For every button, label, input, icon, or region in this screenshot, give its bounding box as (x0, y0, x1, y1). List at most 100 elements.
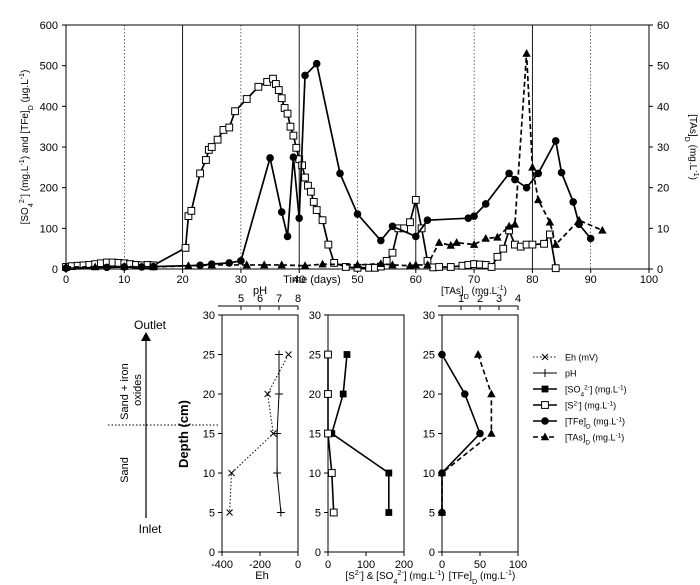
data-point (318, 216, 327, 225)
tick-label: 10 (423, 468, 435, 480)
label-fragment: ] & [SO (361, 571, 393, 582)
tick-label: 50 (351, 274, 363, 286)
series-line (441, 354, 493, 513)
tick-label: 0 (439, 559, 445, 571)
tick-label: 15 (423, 429, 435, 441)
data-point (446, 263, 455, 271)
label-fragment: 2- (355, 568, 362, 577)
zone-lower-label: Sand (119, 457, 131, 483)
data-point (534, 169, 543, 178)
x-stroke (541, 353, 549, 361)
label-fragment: (mg.L (477, 571, 506, 582)
data-point (324, 390, 332, 398)
legend-label: [SO42-] (mg.L-1) (565, 384, 627, 398)
tas-ticks: 1 2 3 4 (438, 293, 521, 310)
data-point (385, 469, 393, 477)
series-line (330, 354, 390, 513)
tick-label: 25 (203, 350, 215, 362)
x-stroke (285, 351, 292, 358)
label-fragment: D (26, 105, 35, 110)
data-point (286, 122, 295, 131)
data-point (329, 508, 338, 517)
data-point (324, 429, 332, 438)
label-fragment: D (585, 439, 590, 446)
label-fragment: -1 (17, 159, 26, 165)
tick-label: 15 (309, 429, 321, 441)
tick-label: 5 (209, 508, 215, 520)
data-point (411, 260, 420, 269)
data-point (312, 59, 321, 68)
data-point (228, 469, 235, 477)
data-point (511, 175, 519, 184)
inlet-label: Inlet (139, 522, 162, 536)
data-point (412, 232, 420, 241)
tick-label: 3 (496, 293, 502, 305)
label-fragment: [TAs] (687, 114, 698, 137)
tick-label: -200 (249, 559, 271, 571)
label-fragment: (µg.L (20, 79, 31, 105)
tick-label: 0 (209, 547, 215, 559)
data-point (376, 259, 386, 268)
label-fragment: (mg.L (469, 286, 498, 297)
label-fragment: pH (565, 369, 577, 379)
data-point (275, 390, 283, 398)
x-stroke (264, 390, 271, 398)
series (62, 59, 595, 272)
data-point (545, 217, 555, 226)
data-point (510, 219, 520, 228)
legend-label: [S2-] (mg.L-1) (565, 400, 616, 411)
label-fragment: ) (624, 385, 627, 395)
label-fragment: -1 (618, 384, 624, 391)
tick-label: 50 (657, 61, 669, 73)
data-point (437, 468, 447, 477)
data-point (476, 429, 484, 438)
tick-label: 0 (657, 264, 663, 276)
data-point (528, 162, 537, 171)
data-point (149, 262, 158, 271)
label-fragment: -1 (506, 568, 512, 577)
tick-label: 20 (657, 183, 669, 195)
label-fragment: 2- (584, 384, 590, 391)
data-point (423, 260, 432, 269)
data-point (343, 351, 351, 358)
data-point (598, 225, 607, 234)
data-point (522, 183, 531, 192)
data-point (534, 195, 543, 204)
column-diagram: Outlet Inlet Sand + iron oxides Sand (108, 318, 218, 536)
data-point (470, 212, 478, 220)
label-fragment: (mg.L (590, 433, 616, 443)
label-fragment: [TAs] (441, 286, 464, 297)
label-fragment: ) (622, 417, 625, 427)
label-fragment: ) (621, 433, 624, 443)
data-point (295, 214, 304, 222)
data-point (306, 187, 315, 196)
tick-label: 20 (423, 389, 435, 401)
data-point (327, 469, 336, 477)
data-point (301, 71, 309, 80)
label-fragment: [SO (20, 207, 31, 224)
label-fragment: -1 (435, 568, 441, 577)
data-point (266, 154, 274, 162)
data-point (388, 260, 397, 269)
data-point (184, 261, 193, 270)
data-point (586, 234, 595, 243)
data-point (528, 240, 537, 249)
data-point (231, 107, 239, 116)
legend-label: pH (565, 369, 577, 379)
data-point (499, 244, 508, 253)
tick-label: 4 (515, 293, 521, 305)
data-point (388, 222, 397, 231)
depth-ticks: 0 5 10 15 20 25 30 (423, 310, 442, 559)
label-fragment: 2- (397, 568, 404, 577)
label-fragment: [TAs] (565, 433, 585, 443)
tick-label: 2 (477, 293, 483, 305)
data-point (504, 221, 514, 230)
tick-label: 100 (40, 223, 58, 235)
x-stroke (228, 469, 235, 477)
data-point (213, 135, 222, 144)
label-fragment: [S (345, 571, 355, 582)
tick-label: 7 (276, 293, 282, 305)
panel-series (324, 350, 393, 517)
legend-entry: [S2-] (mg.L-1) (533, 400, 616, 411)
